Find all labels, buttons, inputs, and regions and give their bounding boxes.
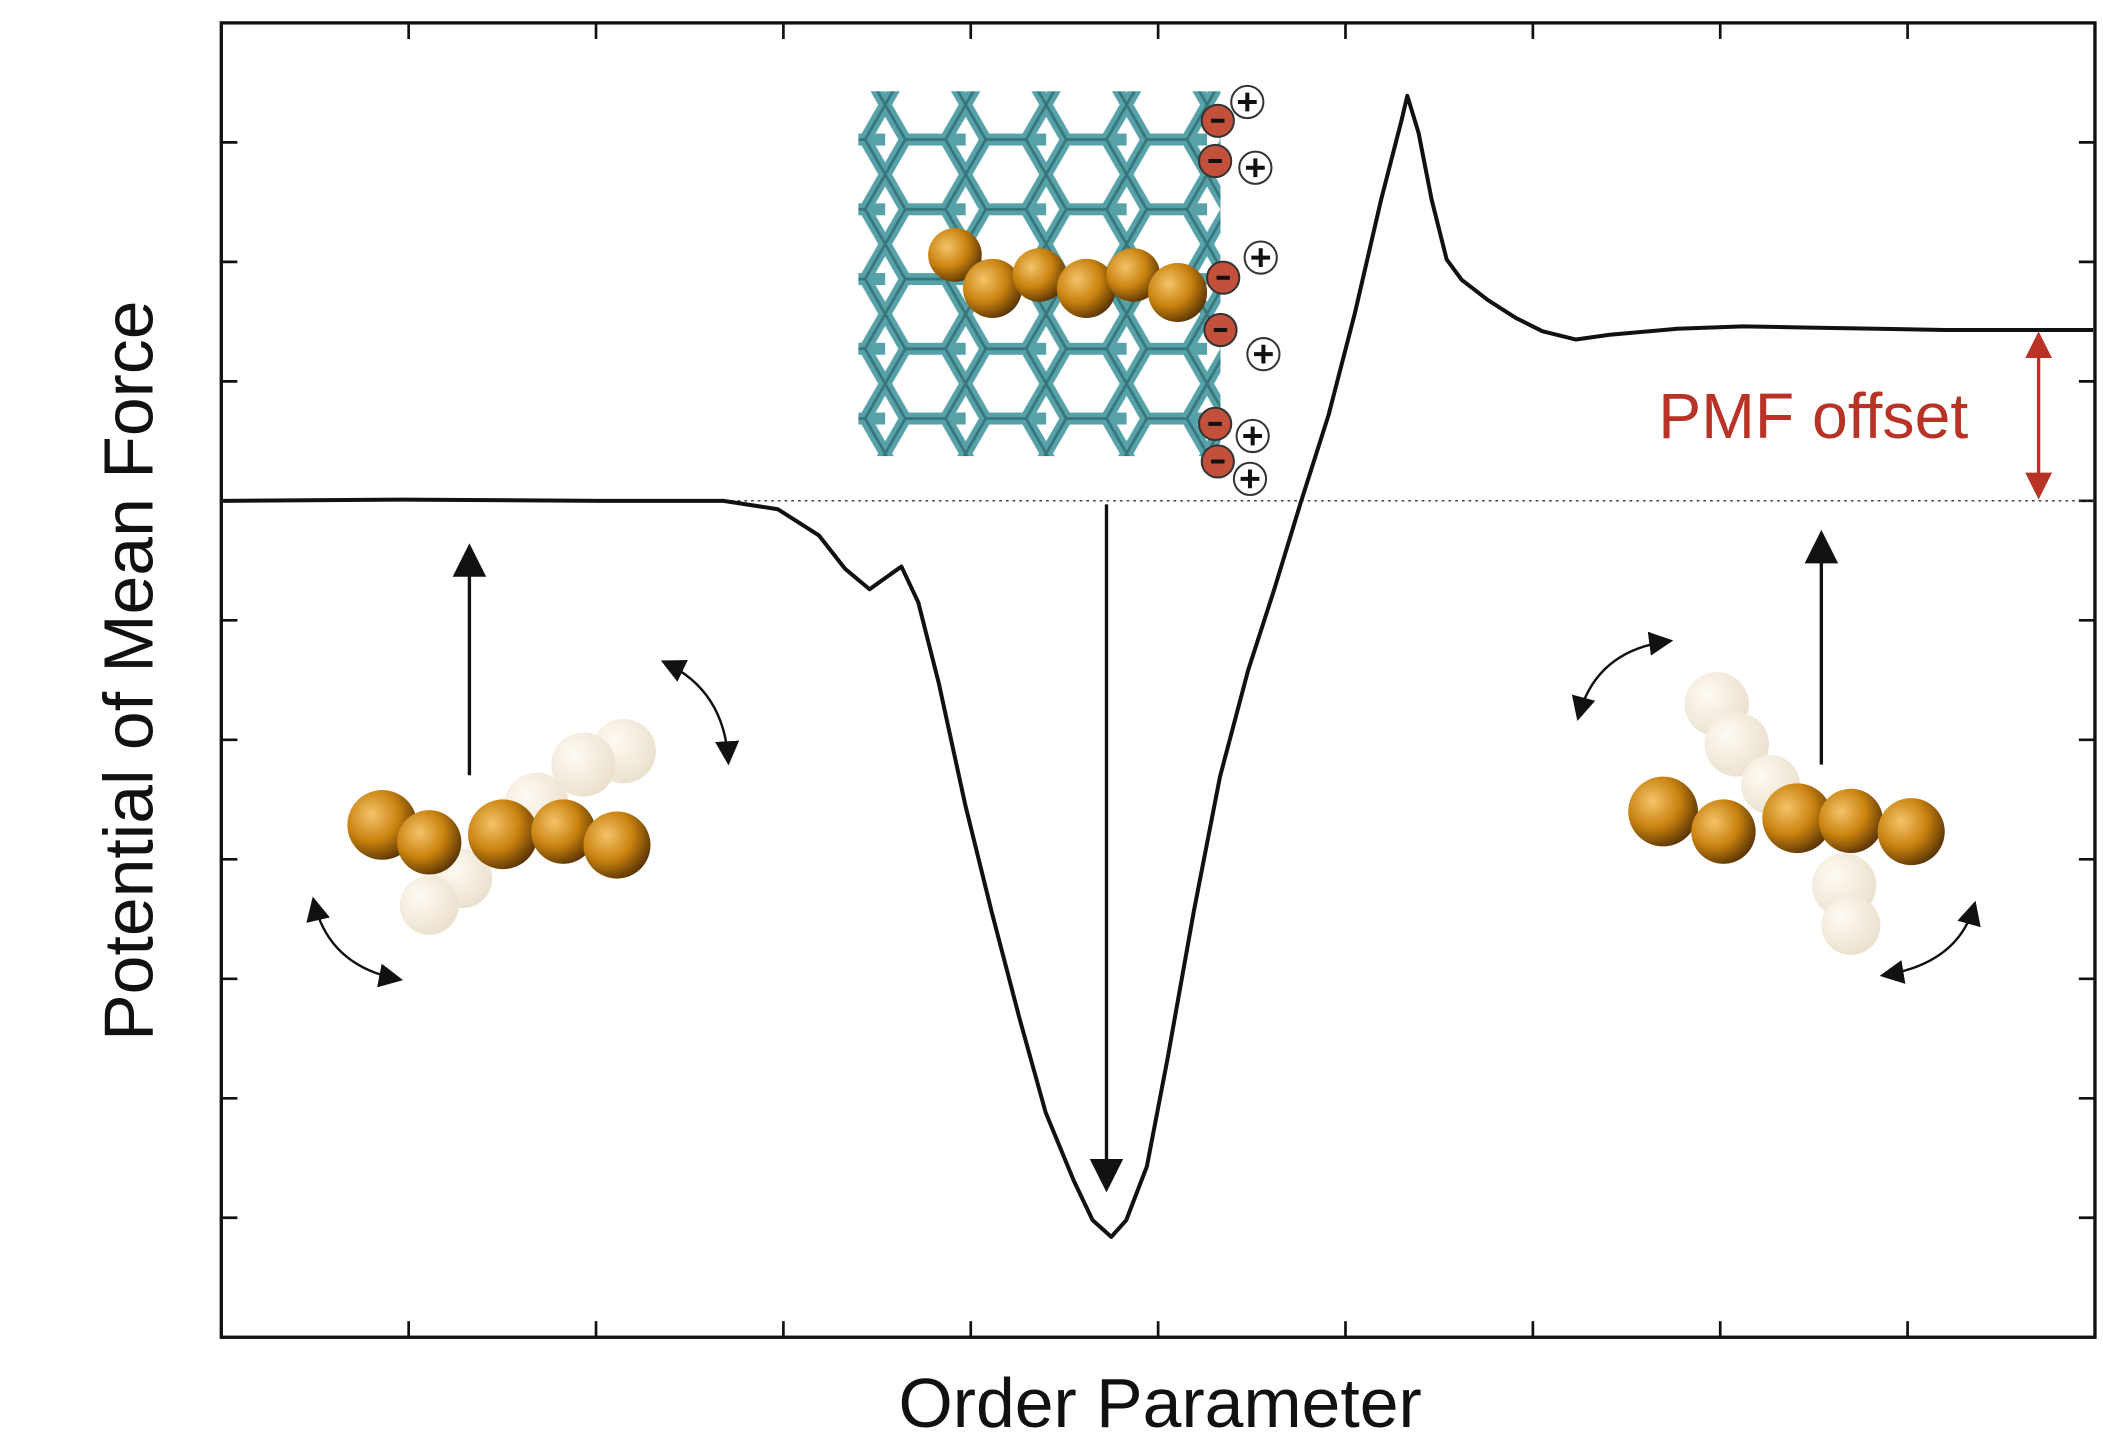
y-axis-label: Potential of Mean Force: [90, 301, 168, 1041]
annotation: PMF offset: [1658, 380, 1968, 452]
plot-area: [219, 21, 2097, 1339]
molecule-left: [347, 718, 656, 935]
nanotube-illustration: [858, 84, 1281, 496]
x-axis-label: Order Parameter: [899, 1364, 1422, 1442]
pmf-curve: [223, 93, 2094, 1239]
molecule-right: [1628, 672, 1945, 956]
arrows: [306, 504, 1981, 1193]
